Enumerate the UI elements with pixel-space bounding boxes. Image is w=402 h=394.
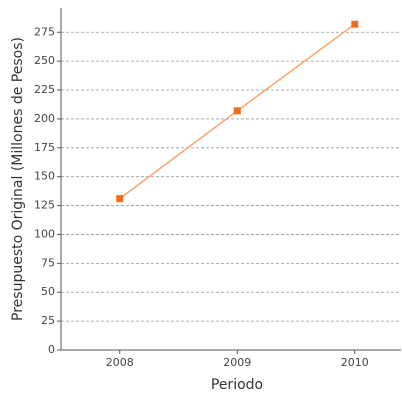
y-tick-label: 275 [34, 25, 55, 38]
y-tick-label: 125 [34, 199, 55, 212]
y-axis-title: Presupuesto Original (Millones de Pesos) [10, 37, 26, 321]
x-axis-title: Periodo [211, 377, 263, 393]
point [233, 107, 241, 115]
y-tick-label: 75 [41, 256, 55, 269]
point [351, 20, 359, 28]
y-tick-label: 200 [34, 112, 55, 125]
y-tick-label: 50 [41, 285, 55, 298]
point [116, 195, 124, 203]
y-tick-label: 25 [41, 314, 55, 327]
y-tick-label: 225 [34, 83, 55, 96]
y-tick-label: 100 [34, 227, 55, 240]
y-tick-label: 150 [34, 170, 55, 183]
y-tick-label: 175 [34, 141, 55, 154]
x-tick-label: 2009 [223, 356, 251, 369]
y-tick-label: 250 [34, 54, 55, 67]
y-tick-label: 0 [48, 343, 55, 356]
x-tick-label: 2010 [341, 356, 369, 369]
x-tick-label: 2008 [106, 356, 134, 369]
